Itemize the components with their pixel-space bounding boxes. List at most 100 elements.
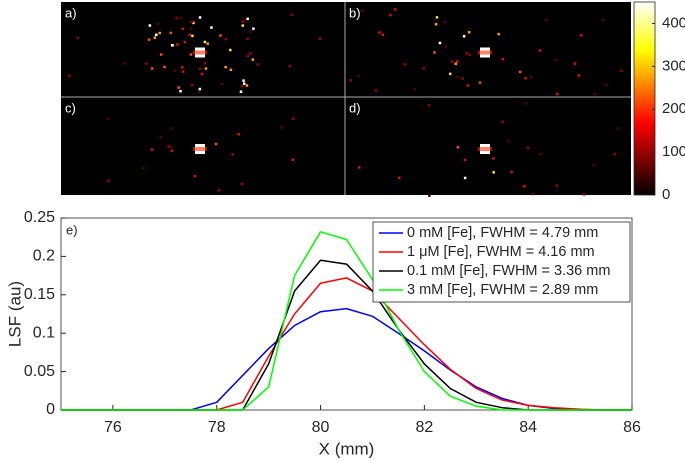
noise-speck: [198, 67, 202, 71]
noise-speck: [191, 83, 194, 87]
noise-speck: [189, 53, 193, 56]
legend-label: 0 mM [Fe], FWHM = 4.79 mm: [407, 225, 598, 241]
noise-speck: [193, 174, 197, 178]
noise-speck: [170, 44, 174, 47]
noise-speck: [448, 72, 452, 76]
noise-speck: [241, 24, 245, 27]
noise-speck: [501, 57, 505, 61]
noise-speck: [463, 176, 467, 180]
noise-speck: [197, 90, 201, 94]
noise-speck: [413, 88, 416, 91]
noise-speck: [155, 33, 158, 37]
noise-speck: [501, 120, 504, 123]
noise-speck: [529, 75, 533, 79]
x-tick-label: 80: [312, 419, 330, 436]
noise-speck: [438, 41, 442, 45]
noise-speck: [203, 40, 207, 44]
noise-speck: [466, 84, 470, 87]
noise-speck: [183, 40, 187, 44]
noise-speck: [242, 82, 246, 85]
noise-speck: [450, 60, 454, 63]
noise-speck: [467, 31, 471, 34]
noise-speck: [200, 72, 204, 76]
panel-label: a): [65, 5, 77, 20]
noise-speck: [159, 53, 163, 56]
noise-speck: [291, 158, 295, 161]
noise-speck: [123, 62, 126, 65]
x-tick-label: 78: [208, 419, 226, 436]
colorbar-tick-label: 1000: [662, 143, 685, 160]
y-axis-label: LSF (au): [5, 281, 24, 347]
colorbar-tick-label: 0: [662, 186, 670, 203]
noise-speck: [237, 133, 240, 136]
noise-speck: [150, 67, 154, 70]
panel-label: b): [349, 5, 361, 20]
noise-speck: [554, 58, 558, 62]
noise-speck: [68, 74, 71, 77]
x-tick-label: 86: [623, 419, 641, 436]
noise-speck: [219, 34, 222, 37]
noise-speck: [203, 62, 206, 65]
point-halo: [193, 147, 207, 151]
noise-speck: [220, 82, 224, 86]
noise-speck: [231, 153, 234, 156]
noise-speck: [217, 188, 221, 192]
point-halo: [193, 50, 207, 55]
series-line: [61, 231, 632, 411]
noise-speck: [181, 66, 184, 69]
y-tick-label: 0: [46, 401, 55, 418]
legend-label: 1 μM [Fe], FWHM = 4.16 mm: [407, 244, 595, 260]
noise-speck: [107, 179, 110, 183]
x-tick-label: 84: [519, 419, 537, 436]
noise-speck: [198, 16, 202, 19]
noise-speck: [620, 69, 623, 73]
noise-speck: [153, 36, 157, 39]
noise-speck: [179, 16, 183, 19]
noise-speck: [492, 171, 495, 174]
noise-speck: [246, 37, 249, 41]
noise-speck: [524, 102, 528, 105]
y-tick-label: 0.2: [33, 248, 55, 265]
y-tick-label: 0.15: [24, 286, 55, 303]
legend-label: 3 mM [Fe], FWHM = 2.89 mm: [407, 282, 598, 298]
panel-label: d): [349, 100, 361, 115]
noise-speck: [613, 152, 616, 156]
x-axis-label: X (mm): [319, 439, 375, 458]
noise-speck: [374, 89, 378, 92]
noise-speck: [539, 152, 542, 156]
point-halo: [478, 147, 492, 151]
noise-speck: [170, 127, 174, 130]
x-tick-label: 82: [415, 419, 433, 436]
noise-speck: [177, 86, 180, 89]
noise-speck: [189, 27, 193, 31]
noise-speck: [507, 140, 510, 143]
noise-speck: [580, 34, 583, 37]
noise-speck: [601, 18, 605, 21]
noise-speck: [462, 34, 466, 38]
noise-speck: [106, 117, 110, 120]
noise-speck: [555, 184, 559, 187]
noise-speck: [433, 51, 436, 54]
noise-speck: [461, 77, 464, 80]
noise-speck: [243, 18, 247, 22]
point-halo: [478, 50, 492, 55]
noise-speck: [224, 65, 227, 69]
noise-speck: [604, 83, 608, 87]
noise-speck: [210, 26, 213, 29]
noise-speck: [465, 52, 469, 55]
noise-speck: [468, 53, 471, 57]
noise-speck: [249, 30, 252, 33]
noise-speck: [531, 192, 535, 196]
noise-speck: [179, 89, 182, 93]
noise-speck: [163, 65, 166, 69]
noise-speck: [142, 166, 145, 170]
noise-speck: [242, 79, 245, 82]
legend: 0 mM [Fe], FWHM = 4.79 mm 1 μM [Fe], FWHM…: [372, 221, 631, 303]
noise-speck: [240, 84, 244, 88]
noise-speck: [381, 33, 385, 36]
noise-speck: [245, 84, 249, 87]
noise-speck: [280, 126, 283, 129]
noise-speck: [169, 145, 173, 149]
noise-speck: [145, 62, 148, 65]
